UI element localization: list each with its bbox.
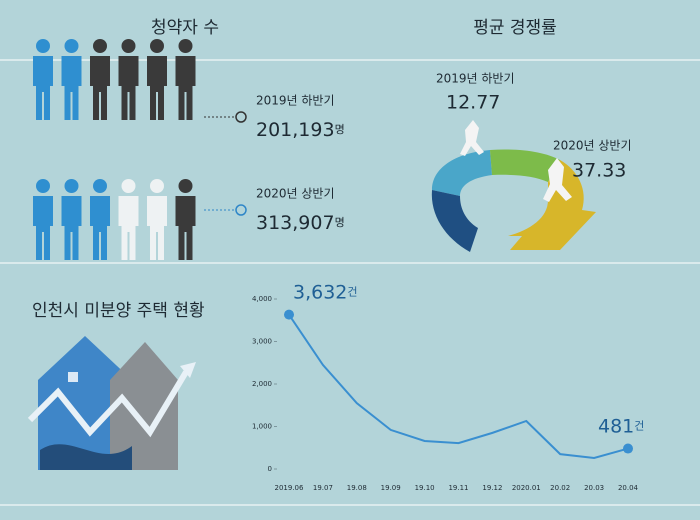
x-tick-label: 19.10: [415, 484, 435, 492]
value-number: 481: [598, 415, 634, 437]
unit: 명: [335, 123, 345, 136]
house: [110, 342, 178, 470]
count: 201,193: [256, 119, 335, 141]
x-tick-label: 2019.06: [275, 484, 304, 492]
body: [147, 56, 167, 120]
section-title: 평균 경쟁률: [473, 18, 557, 38]
head: [150, 179, 164, 193]
head: [64, 179, 79, 193]
head: [93, 179, 107, 193]
person-icon: [90, 39, 110, 120]
person-icon: [61, 179, 82, 260]
y-tick-label: 1,000: [252, 423, 272, 431]
x-tick-label: 19.09: [381, 484, 401, 492]
person-icon: [90, 179, 110, 260]
body: [33, 56, 53, 120]
arc-segment: [508, 160, 596, 250]
connector-dot: [235, 111, 247, 123]
value-unit: 건: [634, 420, 644, 433]
head: [121, 39, 136, 53]
period-label: 2020년 상반기: [553, 139, 632, 153]
value-unit: 건: [347, 286, 357, 299]
arrow-head: [180, 362, 196, 378]
period-label: 2019년 하반기: [256, 94, 335, 108]
arc-segment: [432, 150, 492, 196]
y-tick-label: 4,000: [252, 295, 272, 303]
head: [150, 39, 164, 53]
x-tick-label: 20.02: [550, 484, 570, 492]
body: [90, 56, 110, 120]
house: [38, 336, 132, 470]
period-label: 2020년 상반기: [256, 187, 335, 201]
data-point: [623, 443, 633, 454]
person-icon: [147, 179, 167, 260]
body: [90, 196, 110, 260]
arc-segment: [490, 149, 560, 182]
x-tick-label: 19.11: [448, 484, 468, 492]
person-icon: [175, 39, 196, 120]
body: [61, 56, 82, 120]
y-tick-label: 0: [268, 465, 272, 473]
head: [36, 179, 50, 193]
count-value: 201,193명: [256, 119, 345, 141]
person-icon: [147, 39, 167, 120]
people-icons: [33, 39, 196, 260]
body: [147, 196, 167, 260]
x-tick-label: 20.03: [584, 484, 604, 492]
body: [61, 196, 82, 260]
body: [33, 196, 53, 260]
runner-icon: [543, 158, 572, 202]
head: [36, 39, 50, 53]
x-tick-label: 19.12: [482, 484, 502, 492]
unit: 명: [335, 216, 345, 229]
head: [178, 179, 193, 193]
person-icon: [118, 39, 139, 120]
data-line: [288, 314, 629, 459]
person-icon: [118, 179, 139, 260]
x-tick-label: 19.07: [313, 484, 333, 492]
data-point: [284, 309, 294, 320]
body: [175, 56, 196, 120]
trend-arrow: [27, 370, 189, 438]
line-chart: 0 1,000 2,000 3,000 4,000 2019.06 19.07 19.08 19…: [252, 281, 644, 492]
ratio-value: 12.77: [446, 92, 500, 114]
ratio-graphic: [431, 120, 596, 252]
count-value: 313,907명: [256, 212, 345, 234]
person-icon: [33, 179, 53, 260]
person-icon: [33, 39, 53, 120]
value-number: 3,632: [293, 281, 347, 303]
value-label: 3,632건: [293, 281, 358, 303]
window: [68, 372, 78, 382]
person-icon: [61, 39, 82, 120]
ratio-value: 37.33: [572, 160, 626, 182]
y-tick-label: 3,000: [252, 338, 272, 346]
head: [93, 39, 107, 53]
y-tick-label: 2,000: [252, 380, 272, 388]
connector-dot: [235, 204, 247, 216]
runner-icon: [460, 120, 484, 156]
x-tick-label: 19.08: [347, 484, 367, 492]
body: [118, 196, 139, 260]
period-label: 2019년 하반기: [436, 72, 515, 86]
head: [178, 39, 193, 53]
x-tick-label: 20.04: [618, 484, 639, 492]
shadow: [40, 444, 132, 470]
value-label: 481건: [598, 415, 644, 437]
person-icon: [175, 179, 196, 260]
x-tick-label: 2020.01: [512, 484, 541, 492]
head: [121, 179, 136, 193]
arc-segment: [431, 190, 478, 252]
house-graphic: [27, 336, 196, 470]
body: [118, 56, 139, 120]
head: [64, 39, 79, 53]
count: 313,907: [256, 212, 335, 234]
body: [175, 196, 196, 260]
chart-title: 인천시 미분양 주택 현황: [32, 301, 205, 321]
section-title: 청약자 수: [151, 18, 219, 38]
